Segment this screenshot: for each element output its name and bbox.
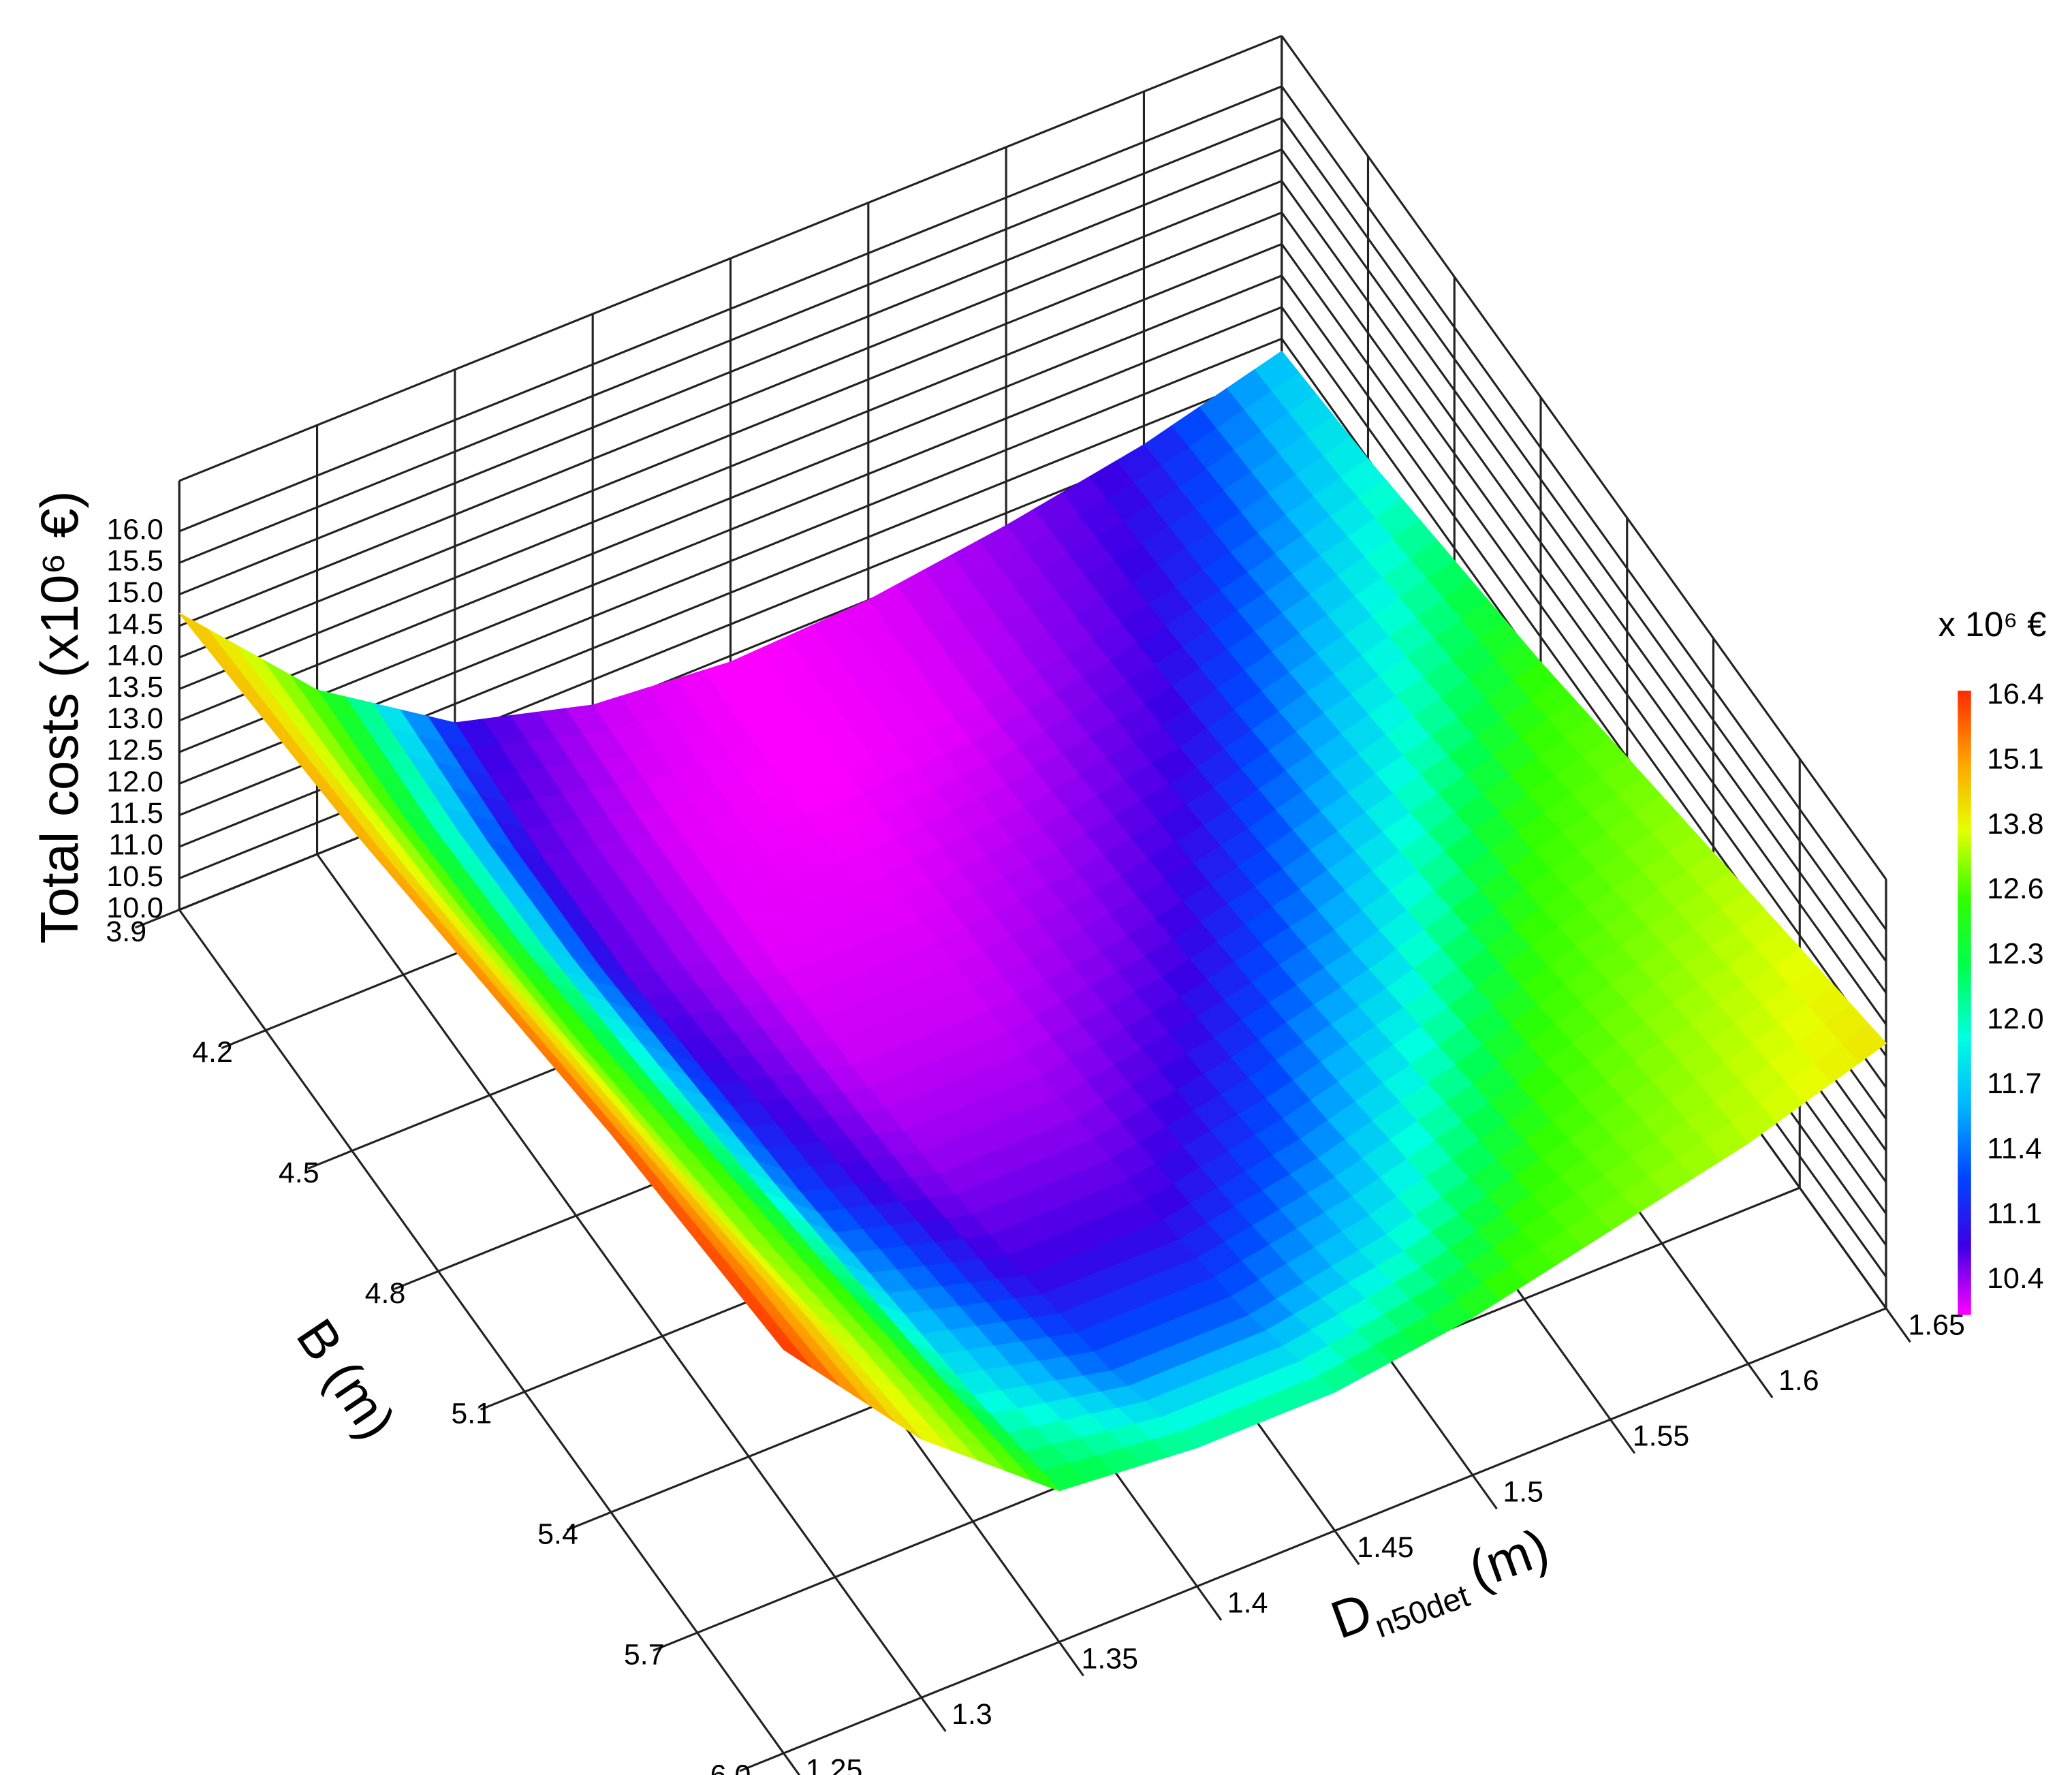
z-tick-label: 15.0: [106, 576, 163, 609]
z-tick-label: 12.5: [106, 734, 163, 767]
y-tick-label: 1.45: [1357, 1531, 1413, 1564]
surface: [178, 350, 1887, 1492]
grid-line: [1281, 180, 1887, 1025]
colorbar-tick-label: 15.1: [1987, 742, 2043, 775]
colorbar-tick-label: 11.1: [1987, 1197, 2041, 1230]
z-tick-label: 14.0: [106, 640, 163, 672]
x-tick-label: 6.0: [710, 1759, 751, 1775]
colorbar: [1958, 691, 1971, 1315]
colorbar-tick-label: 16.4: [1987, 678, 2043, 710]
grid-line: [739, 1307, 1887, 1772]
grid-line: [1281, 85, 1887, 930]
grid-line: [178, 211, 1283, 659]
grid-line: [178, 148, 1283, 596]
surface-patch: [178, 612, 225, 652]
grid-line: [178, 274, 1283, 722]
z-tick-label: 15.5: [106, 545, 163, 578]
x-tick-label: 5.4: [537, 1518, 578, 1551]
grid-line: [178, 180, 1283, 627]
y-tick-label: 1.55: [1633, 1420, 1689, 1453]
x-tick-label: 5.7: [624, 1639, 665, 1671]
colorbar-tick-label: 12.3: [1987, 937, 2043, 970]
colorbar-tick-label: 11.4: [1987, 1132, 2041, 1165]
colorbar-tick-label: 11.7: [1987, 1067, 2041, 1100]
y-axis-label-subscript: n50det: [1370, 1578, 1474, 1645]
grid-line: [1281, 148, 1887, 994]
grid-line: [316, 853, 947, 1732]
grid-line: [178, 242, 1283, 691]
z-axis-label: Total costs (x10⁶ €): [29, 490, 89, 943]
y-tick-label: 1.65: [1908, 1308, 1964, 1341]
colorbar-tick-label: 12.0: [1987, 1003, 2043, 1035]
grid-line: [1281, 212, 1887, 1057]
grid-line: [178, 116, 1283, 564]
x-tick-label: 5.1: [451, 1398, 492, 1430]
z-tick-label: 11.5: [109, 797, 163, 830]
x-tick-label: 4.8: [365, 1277, 406, 1310]
z-tick-label: 10.5: [106, 860, 163, 893]
colorbar-tick-label: 12.6: [1987, 873, 2043, 905]
x-axis-label: B (m): [285, 1308, 408, 1449]
x-tick-label: 4.5: [279, 1157, 319, 1189]
y-tick-label: 1.6: [1778, 1364, 1819, 1397]
z-tick-label: 16.0: [106, 513, 163, 546]
y-tick-label: 1.4: [1227, 1587, 1268, 1620]
colorbar-tick-label: 10.4: [1987, 1262, 2043, 1295]
y-tick-label: 1.3: [952, 1698, 992, 1731]
z-tick-label: 13.0: [106, 702, 163, 735]
surface-patch: [766, 1327, 812, 1368]
grid-line: [1281, 35, 1887, 880]
y-tick-label: 1.25: [806, 1754, 862, 1775]
z-tick-label: 13.5: [106, 671, 163, 704]
grid-line: [178, 35, 1283, 482]
grid-line: [1281, 117, 1887, 962]
x-tick-label: 3.9: [106, 915, 146, 948]
y-axis-label-unit: (m): [1461, 1516, 1556, 1600]
colorbar-tick-label: 13.8: [1987, 808, 2043, 841]
z-tick-label: 10.0: [106, 892, 163, 924]
y-tick-label: 1.5: [1503, 1475, 1543, 1508]
x-tick-label: 4.2: [192, 1036, 233, 1069]
grid-line: [178, 85, 1283, 533]
grid-line: [178, 306, 1283, 753]
z-tick-label: 14.5: [106, 608, 163, 640]
z-tick-label: 11.0: [109, 828, 163, 861]
colorbar-title: x 10⁶ €: [1938, 605, 2047, 644]
z-tick-label: 12.0: [106, 766, 163, 798]
y-tick-label: 1.35: [1081, 1642, 1137, 1675]
grid-line: [178, 909, 801, 1775]
